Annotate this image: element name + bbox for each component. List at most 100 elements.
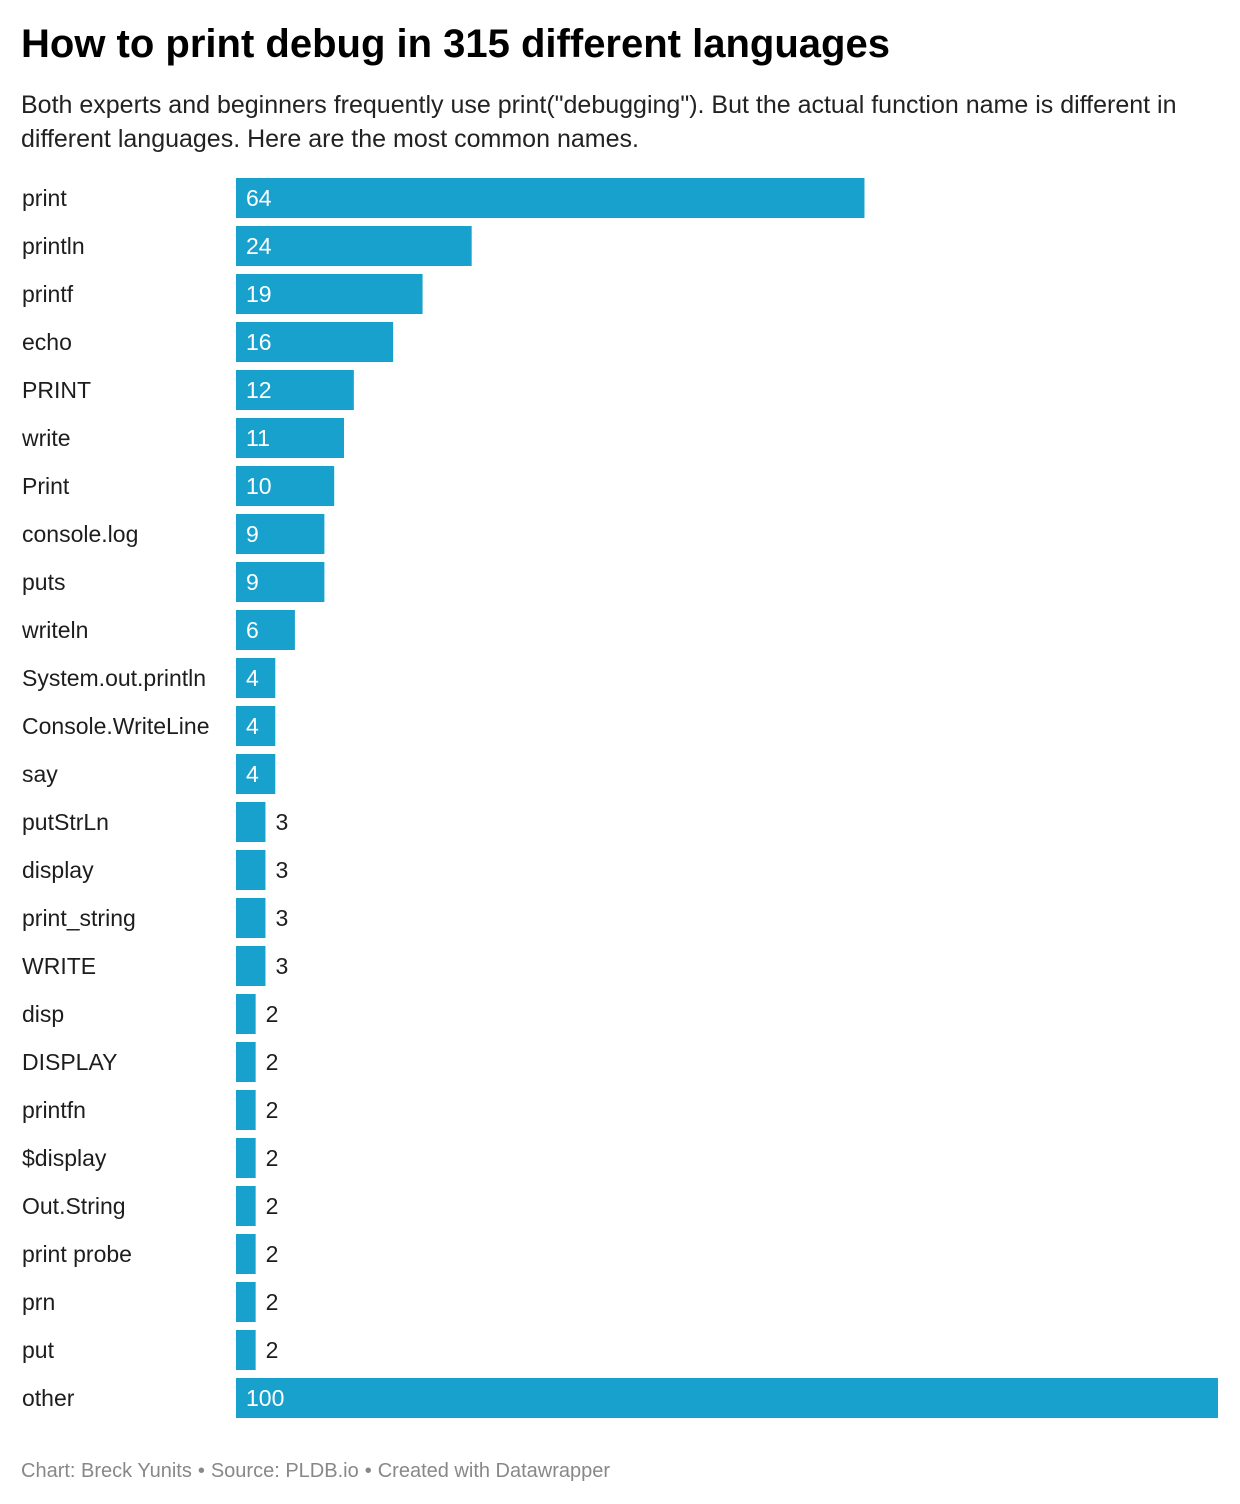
value-label: 19 [246,281,272,307]
bar [236,562,325,602]
category-label: other [22,1385,75,1411]
value-label: 64 [246,185,272,211]
bar [236,1090,256,1130]
bar [236,610,295,650]
category-label: System.out.println [22,665,206,691]
value-label: 10 [246,473,272,499]
bar-row: PRINT 12 [22,370,354,410]
value-label: 3 [275,809,288,835]
category-label: print [22,185,67,211]
bar [236,1378,1218,1418]
value-label: 4 [246,713,259,739]
bar-row: print 64 [22,178,865,218]
value-label: 16 [246,329,272,355]
category-label: disp [22,1001,64,1027]
value-label: 2 [266,1001,279,1027]
value-label: 3 [275,953,288,979]
bar-row: print probe 2 [22,1234,278,1274]
bar [236,418,345,458]
bar [236,706,276,746]
bar-row: Console.WriteLine 4 [22,706,276,746]
category-label: $display [22,1145,107,1171]
category-label: printf [22,281,74,307]
category-label: Console.WriteLine [22,713,210,739]
bar-row: printf 19 [22,274,423,314]
footer-separator: • [364,1460,372,1482]
bar [236,274,423,314]
footer-separator: • [197,1460,205,1482]
value-label: 4 [246,665,259,691]
bar-row: Print 10 [22,466,335,506]
bar-row: print_string 3 [22,898,288,938]
bar-row: writeln 6 [21,610,295,650]
bar-row: say 4 [22,754,276,794]
bar [236,1186,256,1226]
bar [236,1330,256,1370]
value-label: 2 [266,1241,279,1267]
category-label: prn [22,1289,55,1315]
bar-row: other 100 [22,1378,1218,1418]
bar [236,754,276,794]
bar-row: write 11 [21,418,345,458]
bar-row: echo 16 [22,322,394,362]
category-label: console.log [22,521,138,547]
category-label: Print [22,473,70,499]
bar-row: display 3 [22,850,288,890]
bar [236,370,354,410]
bar-row: put 2 [22,1330,278,1370]
value-label: 2 [266,1337,279,1363]
bar-row: disp 2 [22,994,278,1034]
chart-subtitle: Both experts and beginners frequently us… [21,91,1177,153]
category-label: DISPLAY [22,1049,117,1075]
bar [236,802,266,842]
bar [236,1234,256,1274]
category-label: puts [22,569,65,595]
bar [236,850,266,890]
category-label: print_string [22,905,136,931]
value-label: 2 [266,1049,279,1075]
source-credit: Source: PLDB.io [210,1460,359,1482]
bar [236,1042,256,1082]
bar [236,226,472,266]
category-label: println [22,233,85,259]
value-label: 2 [266,1145,279,1171]
bar-row: $display 2 [22,1138,278,1178]
category-label: putStrLn [22,809,109,835]
value-label: 11 [246,425,270,451]
value-label: 2 [266,1097,279,1123]
bar [236,946,266,986]
bar-row: Out.String 2 [22,1186,278,1226]
created-with-credit: Created with Datawrapper [377,1460,611,1482]
bar [236,466,335,506]
category-label: PRINT [22,377,91,403]
bar-row: puts 9 [22,562,325,602]
category-label: print probe [22,1241,132,1267]
bar-row: System.out.println 4 [22,658,276,698]
chart-credit: Chart: Breck Yunits [21,1460,192,1482]
chart-footer: Chart: Breck Yunits • Source: PLDB.io • Crea… [21,1457,610,1485]
bar [236,898,266,938]
value-label: 12 [246,377,272,403]
bar-row: prn 2 [22,1282,278,1322]
bar [236,178,865,218]
value-label: 2 [266,1289,279,1315]
category-label: writeln [21,617,88,643]
bar [236,994,256,1034]
category-label: WRITE [22,953,96,979]
bar-row: console.log 9 [22,514,325,554]
value-label: 9 [246,521,259,547]
value-label: 100 [246,1385,284,1411]
category-label: write [21,425,71,451]
value-label: 3 [275,905,288,931]
bar [236,1138,256,1178]
bar [236,322,394,362]
category-label: printfn [22,1097,86,1123]
bar [236,514,325,554]
bar-row: WRITE 3 [22,946,288,986]
bar [236,658,276,698]
bar-row: DISPLAY 2 [22,1042,278,1082]
value-label: 9 [246,569,259,595]
value-label: 6 [246,617,259,643]
bar-row: printfn 2 [22,1090,278,1130]
